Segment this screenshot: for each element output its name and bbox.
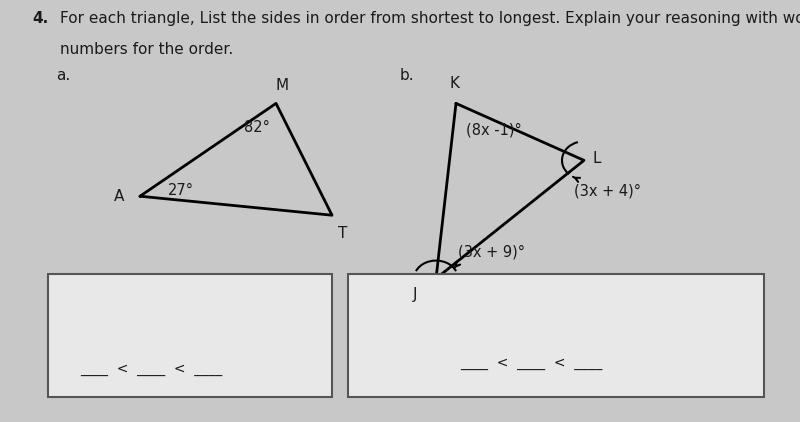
Text: T: T (338, 226, 347, 241)
Text: (3x + 4)°: (3x + 4)° (574, 184, 642, 199)
Bar (348, 274, 764, 397)
Text: 82°: 82° (244, 120, 270, 135)
Text: K: K (450, 76, 459, 91)
Text: M: M (275, 78, 288, 93)
Bar (48, 274, 332, 397)
Text: b.: b. (400, 68, 414, 83)
Text: (8x -1)°: (8x -1)° (466, 122, 522, 138)
Text: numbers for the order.: numbers for the order. (60, 42, 234, 57)
Text: J: J (413, 287, 418, 302)
Text: ____  <  ____  <  ____: ____ < ____ < ____ (80, 362, 222, 376)
Text: a.: a. (56, 68, 70, 83)
Text: 27°: 27° (168, 183, 194, 198)
Text: A: A (114, 189, 124, 204)
Text: L: L (592, 151, 601, 166)
Text: For each triangle, List the sides in order from shortest to longest. Explain you: For each triangle, List the sides in ord… (60, 11, 800, 26)
Text: ____  <  ____  <  ____: ____ < ____ < ____ (460, 356, 602, 370)
Text: (3x + 9)°: (3x + 9)° (458, 244, 526, 260)
Text: 4.: 4. (32, 11, 48, 26)
